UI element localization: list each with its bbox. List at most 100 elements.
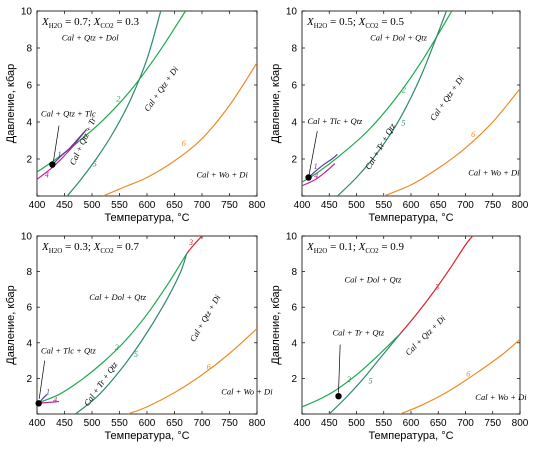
x-tick-label: 550 [111,200,128,211]
x-tick-label: 650 [166,418,183,429]
y-tick-label: 10 [286,232,298,243]
field-label: Cal + Qtz + Di [403,313,448,358]
x-tick-label: 800 [512,200,529,211]
y-tick-label: 10 [21,232,33,243]
field-label: Cal + Qtz + Di [142,64,181,113]
x-tick-label: 800 [512,418,529,429]
field-label: Cal + Tlc + Qtz [307,116,363,126]
curve-5 [328,333,401,414]
x-tick-label: 450 [321,418,338,429]
y-tick-label: 6 [26,81,32,92]
curve-5 [75,253,188,414]
y-axis-title: Давление, кбар [5,64,17,143]
field-label: Cal + Tlc + Qtz [41,345,97,355]
y-tick-label: 6 [291,81,297,92]
y-tick-label: 4 [291,338,297,349]
curve-number-label: 4 [314,171,318,180]
x-tick-label: 500 [348,418,365,429]
curve-number-label: 2 [116,95,120,104]
x-tick-label: 550 [375,418,392,429]
curve-2 [302,11,453,183]
invariant-point [35,400,42,407]
curve-5 [66,11,162,196]
y-axis-title: Давление, кбар [270,64,282,143]
y-tick-label: 4 [291,118,297,129]
field-label: Cal + Tr + Qtz [363,121,398,171]
x-tick-label: 500 [84,200,101,211]
y-tick-label: 10 [286,7,298,18]
x-tick-label: 600 [139,418,156,429]
x-tick-label: 700 [194,200,211,211]
field-label: Cal + Dol + Qtz [345,274,403,284]
curve-1 [51,129,87,165]
curve-number-label: 4 [45,171,49,180]
x-axis-title: Температура, °C [368,430,453,442]
y-tick-label: 10 [21,7,33,18]
x-tick-label: 400 [294,200,311,211]
field-label: Cal + Wo + Di [221,386,273,396]
x-axis-title: Температура, °C [104,212,189,224]
leader-line [38,360,46,399]
curve-3 [186,236,203,255]
curve-5 [337,11,447,196]
plot-frame [301,235,521,415]
field-label: Cal + Wo + Di [468,168,520,178]
x-tick-label: 600 [139,200,156,211]
curve-number-label: 1 [46,387,50,396]
panel-header: XH2O = 0.3; XCO2 = 0.7 [41,241,140,255]
y-tick-label: 8 [26,267,32,278]
curve-number-label: 1 [314,162,318,171]
x-tick-label: 750 [484,200,501,211]
field-label: Cal + Tr + Qtz [82,359,120,408]
x-tick-label: 800 [249,200,266,211]
x-tick-label: 600 [403,200,420,211]
x-tick-label: 450 [321,200,338,211]
curve-number-label: 5 [401,119,405,128]
y-tick-label: 2 [291,374,297,385]
y-tick-label: 8 [291,44,297,55]
invariant-point [335,393,342,400]
x-tick-label: 650 [166,200,183,211]
field-label: Cal + Qtz + Tlc [41,108,96,118]
x-axis-title: Температура, °C [368,212,453,224]
curve-6 [102,62,257,196]
curve-6 [127,328,257,414]
y-tick-label: 6 [291,303,297,314]
field-label: Cal + Wo + Di [197,170,249,180]
chart-panel-4: 400 450 500 550 600 650 700 750 800 2 4 6 8 10 Темпера… [270,232,529,443]
leader-line [338,344,341,393]
x-axis-title: Температура, °C [104,430,189,442]
chart-panel-3: 400 450 500 550 600 650 700 750 800 2 4 6 8 10 Темпера… [5,232,273,443]
x-tick-label: 750 [221,200,238,211]
x-tick-label: 400 [29,418,46,429]
curve-number-label: 1 [58,150,62,159]
leader-line [308,131,318,175]
curve-4 [37,129,87,180]
curve-number-label: 5 [369,377,373,386]
y-tick-label: 2 [291,155,297,166]
curve-number-label: 6 [466,370,470,379]
curve-number-label: 2 [115,343,119,352]
x-tick-label: 750 [484,418,501,429]
curve-number-label: 5 [93,159,97,168]
curve-number-label: 3 [434,282,439,291]
field-label: Cal + Tr + Qtz [333,328,385,338]
x-tick-label: 800 [249,418,266,429]
curve-number-label: 3 [188,238,193,247]
curve-1 [308,153,338,178]
y-tick-label: 8 [291,267,297,278]
y-tick-label: 2 [26,155,32,166]
x-tick-label: 450 [56,200,73,211]
field-label: Cal + Dol + Qtz [370,33,428,43]
field-label: Cal + Qtz + Di [187,292,222,343]
y-tick-label: 4 [26,118,32,129]
curve-6 [399,338,520,414]
y-axis-title: Давление, кбар [270,285,282,364]
curve-2 [37,253,188,404]
x-tick-label: 500 [348,200,365,211]
curve-number-label: 5 [134,350,138,359]
field-label: Cal + Qtz + Di [428,73,467,122]
curve-number-label: 4 [53,395,57,404]
panel-header: XH2O = 0.7; XCO2 = 0.3 [41,16,140,30]
x-tick-label: 550 [375,200,392,211]
